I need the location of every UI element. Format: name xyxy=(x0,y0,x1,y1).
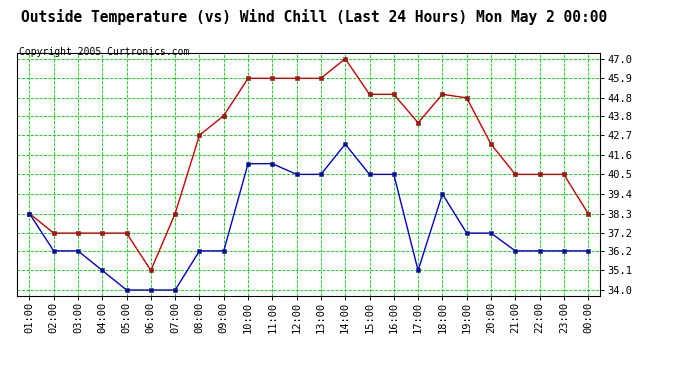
Text: Copyright 2005 Curtronics.com: Copyright 2005 Curtronics.com xyxy=(19,47,189,57)
Text: Outside Temperature (vs) Wind Chill (Last 24 Hours) Mon May 2 00:00: Outside Temperature (vs) Wind Chill (Las… xyxy=(21,9,607,26)
